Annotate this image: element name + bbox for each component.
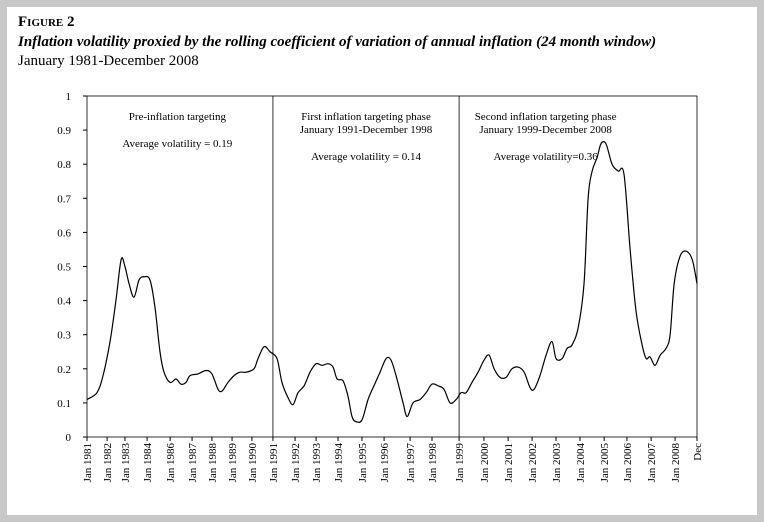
x-tick-label: Jan 2006 [622, 443, 634, 483]
y-tick-label: 0.1 [57, 398, 71, 410]
y-tick-label: 0.9 [57, 125, 71, 137]
y-tick-label: 0.5 [57, 262, 71, 274]
x-tick-label: Jan 1994 [333, 443, 345, 483]
y-tick-label: 0.2 [57, 364, 71, 376]
x-tick-label: Dec [692, 443, 704, 461]
x-tick-label: Jan 1990 [247, 443, 259, 483]
annotation: Pre-inflation targeting [129, 111, 227, 123]
annotation: January 1999-December 2008 [479, 124, 612, 136]
annotation: Average volatility=0.36 [493, 151, 598, 163]
x-tick-label: Jan 2004 [575, 443, 587, 483]
x-tick-label: Jan 1993 [311, 443, 323, 483]
x-tick-label: Jan 2007 [646, 443, 658, 483]
x-tick-label: Jan 1983 [120, 443, 132, 483]
annotation: Average volatility = 0.14 [311, 151, 421, 163]
y-tick-label: 0.6 [57, 227, 71, 239]
x-tick-label: Jan 1982 [102, 443, 114, 482]
x-tick-label: Jan 1997 [405, 443, 417, 483]
x-tick-label: Jan 1991 [268, 443, 280, 482]
x-tick-label: Jan 1988 [207, 443, 219, 483]
y-tick-label: 0.8 [57, 159, 71, 171]
x-tick-label: Jan 2008 [670, 443, 682, 483]
x-tick-label: Jan 1995 [357, 443, 369, 483]
y-tick-label: 0.4 [57, 296, 71, 308]
series-line [86, 141, 698, 423]
x-tick-label: Jan 1984 [142, 443, 154, 483]
x-tick-label: Jan 1998 [427, 443, 439, 483]
annotation: First inflation targeting phase [301, 111, 431, 123]
x-tick-label: Jan 1996 [379, 443, 391, 483]
panel [7, 7, 757, 515]
x-tick-label: Jan 2002 [527, 443, 539, 482]
x-tick-label: Jan 1987 [187, 443, 199, 483]
x-tick-label: Jan 2003 [551, 443, 563, 483]
chart-subtitle: January 1981-December 2008 [18, 53, 199, 69]
x-tick-label: Jan 2001 [503, 443, 515, 482]
y-tick-label: 0 [66, 432, 72, 444]
y-tick-label: 0.7 [57, 193, 71, 205]
annotation: January 1991-December 1998 [300, 124, 433, 136]
x-tick-label: Jan 1999 [454, 443, 466, 483]
figure-label: Figure 2 [18, 14, 74, 30]
y-tick-label: 0.3 [57, 330, 71, 342]
x-tick-label: Jan 1981 [82, 443, 94, 482]
x-tick-label: Jan 1989 [227, 443, 239, 483]
annotation: Second inflation targeting phase [475, 111, 617, 123]
annotation: Average volatility = 0.19 [122, 138, 232, 150]
x-tick-label: Jan 1992 [290, 443, 302, 482]
x-tick-label: Jan 1986 [165, 443, 177, 483]
y-tick-label: 1 [66, 91, 72, 103]
x-tick-label: Jan 2000 [479, 443, 491, 483]
chart-title: Inflation volatility proxied by the roll… [17, 34, 656, 50]
x-tick-label: Jan 2005 [599, 443, 611, 483]
